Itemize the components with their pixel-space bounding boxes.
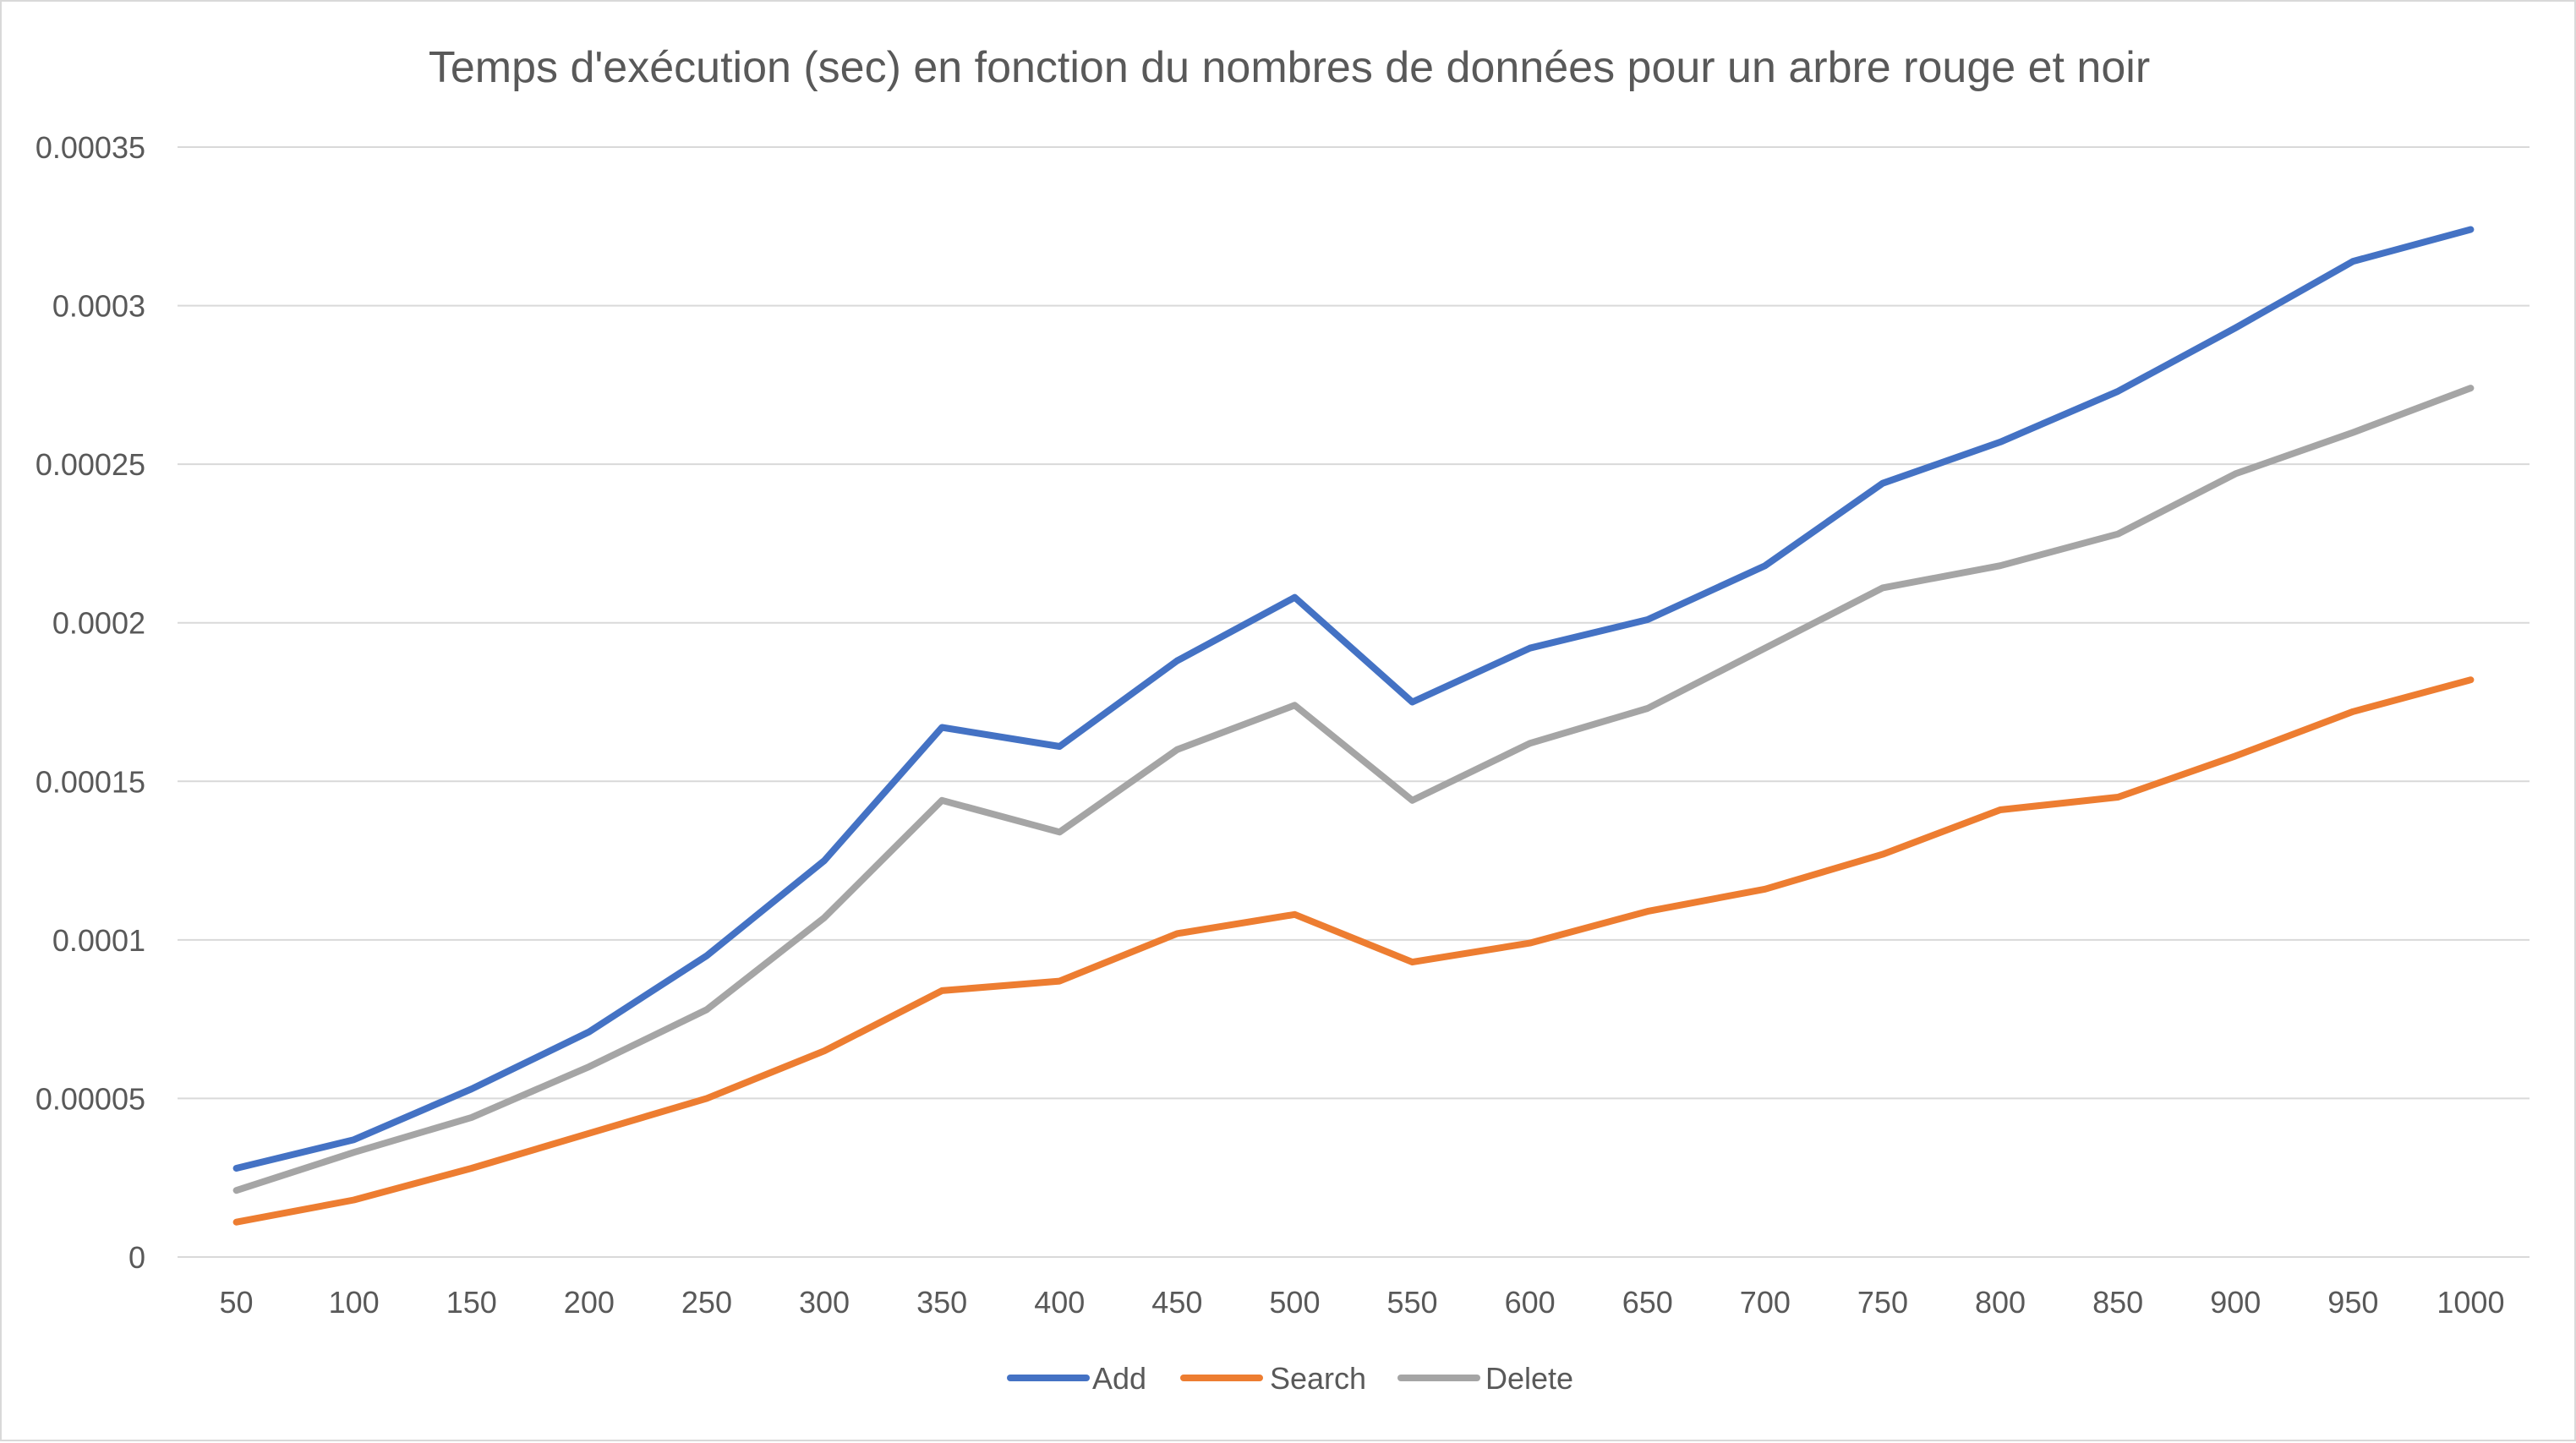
legend-item-add: Add bbox=[1007, 1361, 1146, 1396]
x-tick-label: 900 bbox=[2210, 1285, 2261, 1320]
x-tick-label: 650 bbox=[1622, 1285, 1673, 1320]
x-tick-label: 100 bbox=[329, 1285, 380, 1320]
x-tick-label: 200 bbox=[564, 1285, 615, 1320]
legend-item-delete: Delete bbox=[1397, 1361, 1573, 1396]
y-tick-label: 0 bbox=[129, 1240, 145, 1275]
series-line-add bbox=[232, 226, 2475, 1172]
legend-label: Delete bbox=[1485, 1361, 1573, 1396]
y-tick-label: 0.0001 bbox=[52, 923, 145, 958]
x-tick-label: 700 bbox=[1740, 1285, 1791, 1320]
y-tick-label: 0.00005 bbox=[36, 1081, 145, 1116]
legend-label: Add bbox=[1092, 1361, 1146, 1396]
series-lines bbox=[232, 226, 2475, 1226]
x-tick-label: 150 bbox=[446, 1285, 497, 1320]
x-tick-label: 250 bbox=[681, 1285, 732, 1320]
x-tick-label: 800 bbox=[1975, 1285, 2026, 1320]
x-tick-label: 450 bbox=[1151, 1285, 1202, 1320]
legend-item-search: Search bbox=[1180, 1361, 1366, 1396]
x-tick-label: 1000 bbox=[2437, 1285, 2504, 1320]
legend: Add Search Delete bbox=[1007, 1361, 1573, 1396]
y-tick-label: 0.00035 bbox=[36, 130, 145, 165]
x-tick-label: 550 bbox=[1387, 1285, 1438, 1320]
x-tick-label: 500 bbox=[1269, 1285, 1320, 1320]
series-line-search bbox=[232, 676, 2475, 1226]
x-tick-label: 600 bbox=[1505, 1285, 1556, 1320]
y-axis-tick-labels: 0 0.00005 0.0001 0.00015 0.0002 0.00025 0.0003… bbox=[36, 130, 145, 1275]
y-tick-label: 0.00025 bbox=[36, 447, 145, 482]
x-tick-label: 350 bbox=[916, 1285, 967, 1320]
series-line-delete bbox=[232, 385, 2475, 1194]
x-tick-label: 300 bbox=[799, 1285, 850, 1320]
y-tick-label: 0.0002 bbox=[52, 606, 145, 641]
x-tick-label: 400 bbox=[1034, 1285, 1085, 1320]
x-axis-tick-labels: 50 100 150 200 250 300 350 400 450 500 550 600 650 70… bbox=[220, 1285, 2505, 1320]
x-tick-label: 950 bbox=[2327, 1285, 2378, 1320]
y-tick-label: 0.0003 bbox=[52, 289, 145, 324]
legend-label: Search bbox=[1270, 1361, 1366, 1396]
x-tick-label: 850 bbox=[2092, 1285, 2143, 1320]
y-tick-label: 0.00015 bbox=[36, 764, 145, 799]
chart-title: Temps d'exécution (sec) en fonction du n… bbox=[429, 43, 2150, 92]
x-tick-label: 50 bbox=[220, 1285, 254, 1320]
x-tick-label: 750 bbox=[1857, 1285, 1908, 1320]
